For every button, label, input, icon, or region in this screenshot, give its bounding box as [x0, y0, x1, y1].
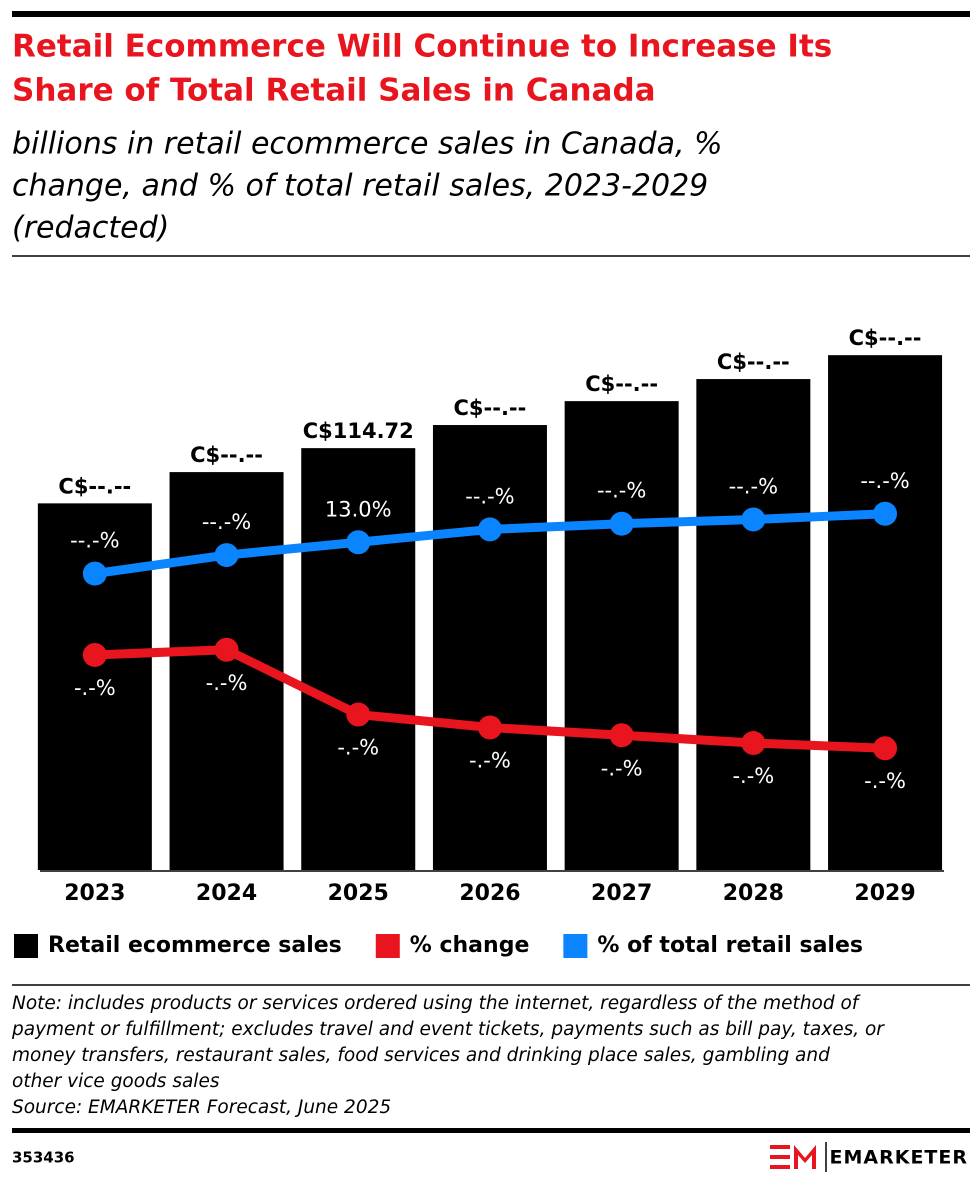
- point: [214, 637, 239, 662]
- legend-swatch: [14, 934, 38, 958]
- point-label: --.-%: [70, 529, 119, 553]
- x-tick-label: 2026: [459, 881, 520, 906]
- point: [609, 723, 634, 748]
- point-label: -.-%: [732, 764, 774, 788]
- point-label: --.-%: [597, 479, 646, 503]
- point-label: -.-%: [864, 769, 906, 793]
- note: payment or fulfillment; excludes travel …: [11, 1019, 885, 1040]
- legend-label: % of total retail sales: [597, 933, 863, 958]
- chart-title: Retail Ecommerce Will Continue to Increa…: [12, 29, 832, 65]
- bar-label: C$--.--: [585, 372, 658, 396]
- brand: EMARKETER: [830, 1147, 969, 1169]
- legend-label: Retail ecommerce sales: [48, 933, 342, 958]
- chart-title: Share of Total Retail Sales in Canada: [12, 73, 656, 109]
- point-label: 13.0%: [325, 497, 392, 521]
- bar: [564, 401, 679, 870]
- bar-label: C$--.--: [717, 350, 790, 374]
- x-tick-label: 2029: [854, 881, 915, 906]
- point-label: -.-%: [337, 736, 379, 760]
- point: [873, 736, 898, 761]
- point-label: --.-%: [729, 474, 778, 498]
- point: [741, 731, 766, 756]
- top-rule: [12, 11, 970, 17]
- point: [741, 507, 766, 532]
- chart-subtitle: change, and % of total retail sales, 202…: [12, 169, 708, 204]
- bar-label: C$--.--: [454, 396, 527, 420]
- bar-label: C$--.--: [190, 443, 263, 467]
- x-tick-label: 2024: [196, 881, 257, 906]
- note: other vice goods sales: [12, 1071, 220, 1092]
- bar: [696, 379, 811, 870]
- legend-label: % change: [410, 933, 530, 958]
- bar: [828, 355, 943, 871]
- point: [82, 642, 107, 667]
- bar-label: C$--.--: [58, 474, 131, 498]
- bar-label: C$--.--: [849, 326, 922, 350]
- bar: [301, 448, 416, 870]
- point: [477, 517, 502, 542]
- point-label: --.-%: [860, 469, 909, 493]
- point: [214, 543, 239, 568]
- point: [477, 715, 502, 740]
- point: [346, 702, 371, 727]
- point-label: -.-%: [469, 749, 511, 773]
- point-label: --.-%: [202, 510, 251, 534]
- point: [346, 530, 371, 555]
- source: Source: EMARKETER Forecast, June 2025: [12, 1097, 391, 1118]
- x-tick-label: 2027: [591, 881, 652, 906]
- note: money transfers, restaurant sales, food …: [12, 1045, 830, 1066]
- legend-swatch: [375, 934, 400, 958]
- logo-mark: [770, 1145, 816, 1169]
- point-label: -.-%: [601, 756, 643, 780]
- x-tick-label: 2023: [64, 881, 125, 906]
- point-label: --.-%: [465, 484, 514, 508]
- bottom-rule: [12, 1128, 970, 1133]
- bar: [432, 425, 547, 870]
- note: Note: includes products or services orde…: [12, 993, 861, 1014]
- x-tick-label: 2028: [723, 881, 784, 906]
- point: [609, 511, 634, 536]
- point: [873, 501, 898, 526]
- x-tick-label: 2025: [328, 881, 389, 906]
- point: [82, 561, 107, 586]
- point-label: -.-%: [74, 676, 116, 700]
- chart-subtitle: (redacted): [12, 211, 169, 246]
- point-label: -.-%: [206, 671, 248, 695]
- legend-swatch: [563, 934, 588, 958]
- bar-label: C$114.72: [303, 419, 414, 443]
- chart-subtitle: billions in retail ecommerce sales in Ca…: [12, 127, 723, 162]
- chart-id: 353436: [12, 1149, 75, 1167]
